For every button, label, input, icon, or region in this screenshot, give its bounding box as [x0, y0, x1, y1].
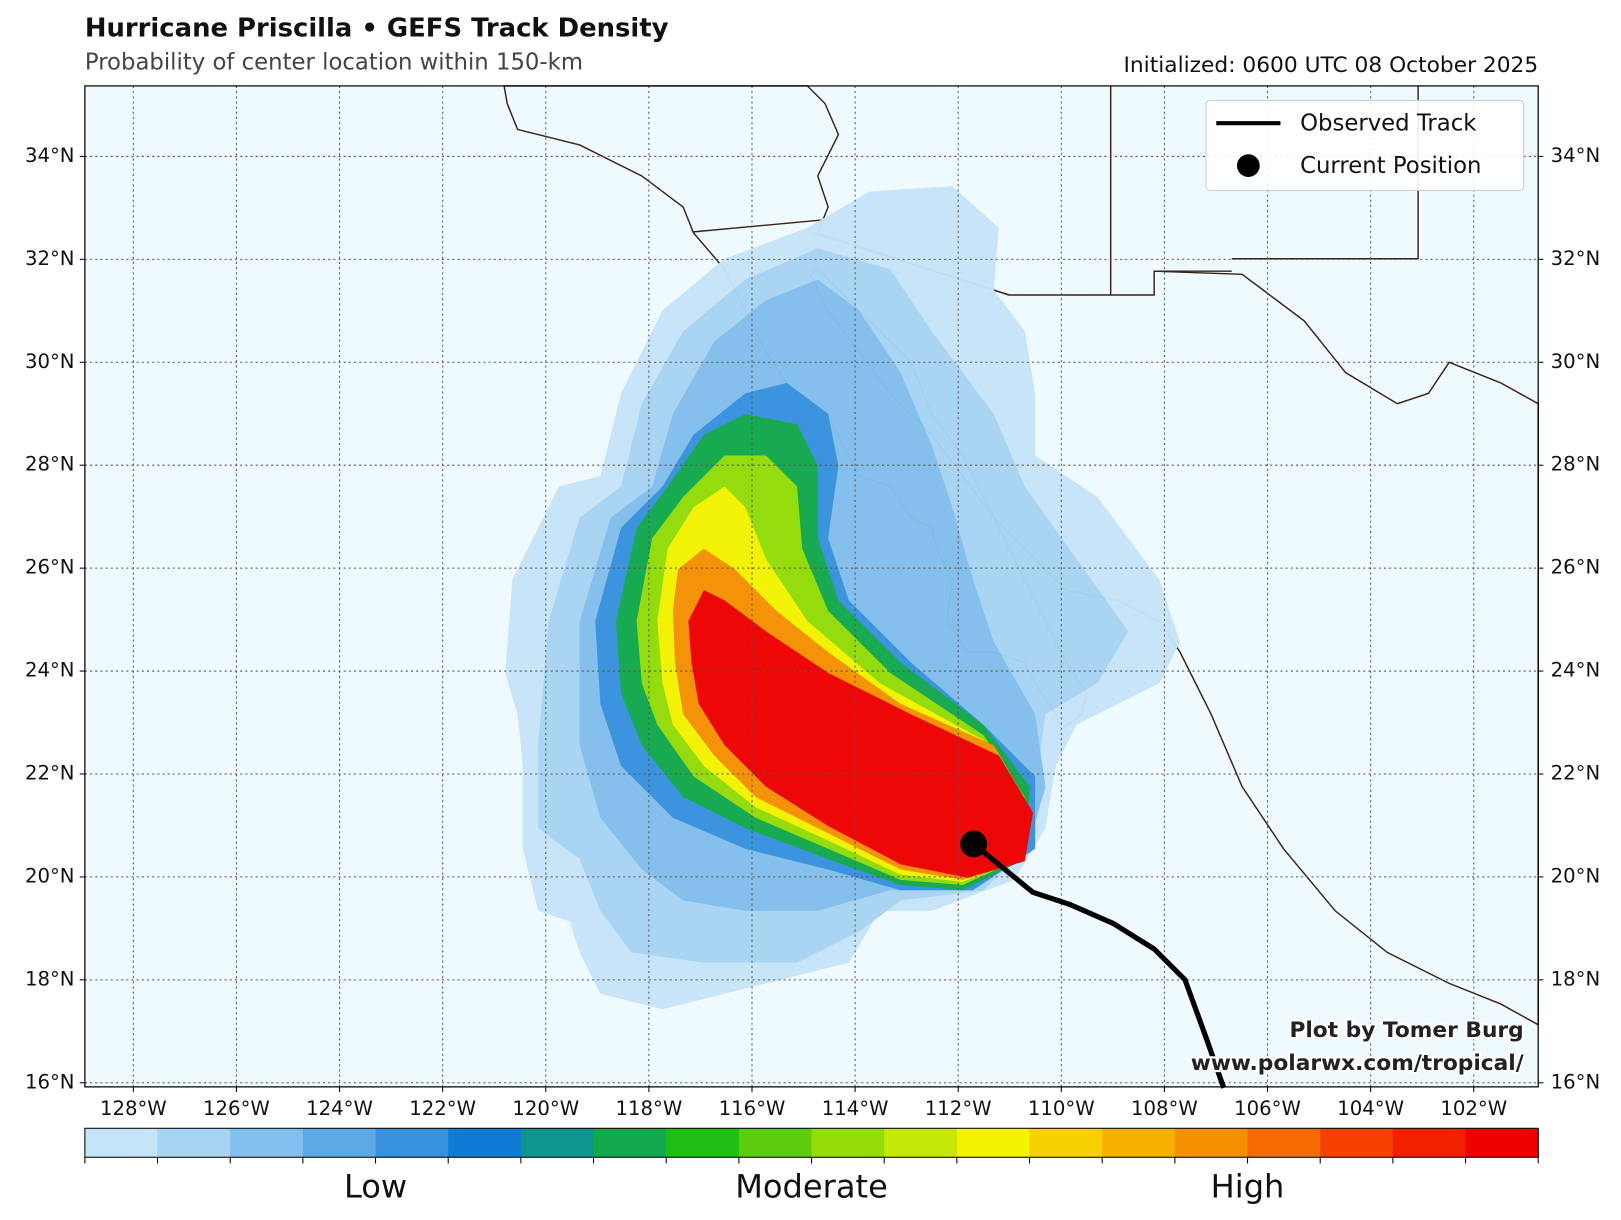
colorbar-cell [84, 1128, 159, 1158]
colorbar-label: Moderate [735, 1167, 888, 1205]
colorbar-cell [1029, 1128, 1103, 1158]
lat-label: 24°N [25, 659, 75, 682]
lat-label: 22°N [1551, 761, 1601, 784]
lat-label: 26°N [25, 556, 75, 579]
density [505, 186, 1181, 1010]
lon-label: 118°W [615, 1097, 682, 1120]
lat-label: 30°N [25, 350, 75, 373]
colorbar-cell [1465, 1128, 1539, 1158]
colorbar-cell [157, 1128, 231, 1158]
lat-label: 16°N [1551, 1070, 1601, 1093]
colorbar-cell [1174, 1128, 1249, 1158]
colorbar-cell [302, 1128, 377, 1158]
map-frame [84, 85, 1539, 1088]
lat-label: 20°N [1551, 864, 1601, 887]
lon-label: 108°W [1131, 1097, 1198, 1120]
colorbar-cell [448, 1128, 522, 1158]
credit: Plot by Tomer Burg [1289, 1018, 1523, 1043]
lat-label: 18°N [25, 967, 75, 990]
lon-label: 128°W [100, 1097, 167, 1120]
colorbar-cell [884, 1128, 958, 1158]
lon-label: 124°W [306, 1097, 373, 1120]
lat-label: 28°N [1551, 453, 1601, 476]
colorbar-cell [1392, 1128, 1467, 1158]
colorbar-cell [520, 1128, 595, 1158]
colorbar-cell [1102, 1128, 1176, 1158]
colorbar-cell [1320, 1128, 1394, 1158]
lat-label: 22°N [25, 761, 75, 784]
lat-label: 18°N [1551, 967, 1601, 990]
colorbar-label: High [1211, 1167, 1285, 1205]
colorbar-cell [811, 1128, 885, 1158]
subtitle: Probability of center location within 15… [85, 50, 583, 76]
colorbar-cell [1247, 1128, 1321, 1158]
lon-label: 112°W [925, 1097, 992, 1120]
legend-label: Observed Track [1300, 111, 1477, 137]
lat-label: 28°N [25, 453, 75, 476]
lat-label: 20°N [25, 864, 75, 887]
lon-label: 102°W [1440, 1097, 1507, 1120]
legend-dot [1236, 154, 1260, 178]
lat-label: 16°N [25, 1070, 75, 1093]
lon-label: 116°W [719, 1097, 786, 1120]
credit-url: www.polarwx.com/tropical/ [1191, 1051, 1524, 1076]
title: Hurricane Priscilla • GEFS Track Density [85, 13, 669, 43]
colorbar: Low Moderate High [84, 1127, 1539, 1205]
init-time: Initialized: 0600 UTC 08 October 2025 [1124, 53, 1539, 78]
colorbar-cell [593, 1128, 667, 1158]
lat-label: 26°N [1551, 556, 1601, 579]
colorbar-cell [666, 1128, 740, 1158]
lon-label: 122°W [409, 1097, 476, 1120]
lat-label: 24°N [1551, 659, 1601, 682]
lat-label: 34°N [1551, 144, 1601, 167]
colorbar-cell [375, 1128, 449, 1158]
colorbar-cell [738, 1128, 813, 1158]
lon-label: 110°W [1028, 1097, 1095, 1120]
lat-label: 34°N [25, 144, 75, 167]
current-position [960, 830, 988, 858]
lon-label: 106°W [1234, 1097, 1301, 1120]
lat-label: 30°N [1551, 350, 1601, 373]
colorbar-cell [956, 1128, 1031, 1158]
legend: Observed Track Current Position [1205, 99, 1525, 191]
legend-label: Current Position [1300, 153, 1481, 179]
lon-label: 126°W [203, 1097, 270, 1120]
observed-track [972, 841, 1227, 1089]
lon-label: 114°W [822, 1097, 889, 1120]
lon-label: 120°W [512, 1097, 579, 1120]
colorbar-label: Low [344, 1167, 407, 1205]
map [84, 85, 1539, 1089]
lon-label: 104°W [1337, 1097, 1404, 1120]
legend-box [1205, 99, 1525, 191]
colorbar-frame [84, 1127, 1539, 1158]
lat-label: 32°N [25, 247, 75, 270]
colorbar-cell [230, 1128, 304, 1158]
lat-label: 32°N [1551, 247, 1601, 270]
